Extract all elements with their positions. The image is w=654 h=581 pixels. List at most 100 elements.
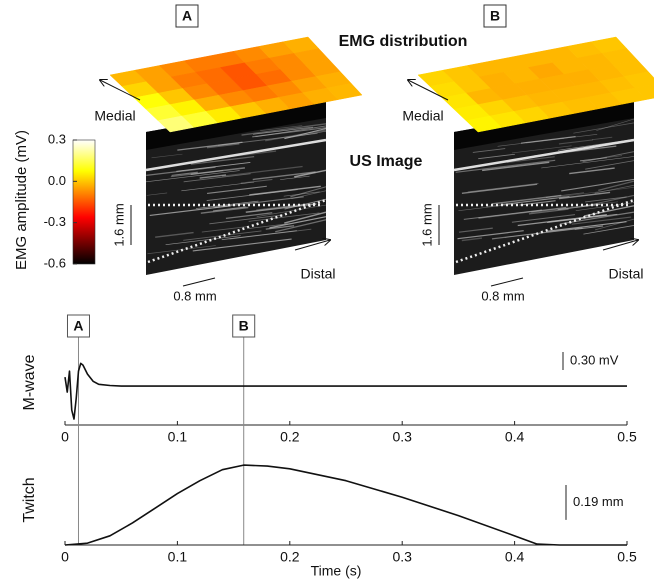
us-speckle xyxy=(575,202,635,212)
scale-h-label: 0.8 mm xyxy=(481,288,524,303)
us-speckle xyxy=(206,189,298,201)
us-speckle xyxy=(280,175,310,180)
us-speckle xyxy=(199,174,227,179)
us-speckle xyxy=(284,127,327,140)
distal-label: Distal xyxy=(608,266,643,282)
x-tick-label: 0.1 xyxy=(168,549,188,565)
us-speckle xyxy=(284,130,327,139)
us-speckle xyxy=(583,225,635,235)
us-speckle xyxy=(582,201,618,207)
aponeurosis xyxy=(453,138,635,172)
us-speckle xyxy=(571,216,632,225)
x-tick-label: 0.2 xyxy=(280,549,300,565)
us-speckle xyxy=(241,123,327,136)
scale-h-label: 0.8 mm xyxy=(173,288,216,303)
us-speckle xyxy=(265,225,295,230)
x-tick-label: 0.4 xyxy=(505,429,525,445)
us-speckle xyxy=(291,190,327,199)
us-speckle xyxy=(478,153,515,160)
colorbar-tick-label: 0.3 xyxy=(48,131,66,146)
x-tick-label: 0.3 xyxy=(392,429,412,445)
medial-arrow xyxy=(408,80,449,101)
aponeurosis xyxy=(145,138,327,172)
marker-box xyxy=(232,314,256,338)
colorbar-tick-label: -0.3 xyxy=(44,214,66,229)
us-speckle xyxy=(195,200,259,209)
x-tick-label: 0.2 xyxy=(280,429,300,445)
us-speckle xyxy=(275,219,327,233)
us-speckle xyxy=(256,203,304,211)
us-speckle xyxy=(501,195,570,206)
us-speckle xyxy=(181,181,255,192)
us-speckle xyxy=(209,214,284,225)
us-image xyxy=(146,100,326,275)
us-speckle xyxy=(558,191,611,200)
us-speckle xyxy=(200,206,249,214)
x-tick-label: 0.5 xyxy=(617,429,637,445)
us-speckle xyxy=(290,186,327,198)
us-speckle xyxy=(569,167,615,175)
us-speckle xyxy=(548,214,606,223)
us-speckle xyxy=(528,208,569,215)
us-speckle xyxy=(526,138,565,144)
x-tick-label: 0.5 xyxy=(617,549,637,565)
x-tick-label: 0.3 xyxy=(392,549,412,565)
us-speckle xyxy=(170,170,224,178)
us-speckle xyxy=(547,221,627,232)
us-speckle xyxy=(561,178,635,192)
us-speckle xyxy=(559,187,635,198)
us-speckle xyxy=(486,197,558,207)
trace xyxy=(64,362,627,420)
us-speckle xyxy=(177,141,243,151)
us-speckle xyxy=(294,169,327,178)
us-speckle xyxy=(511,214,576,223)
us-speckle xyxy=(492,194,562,205)
us-image-label: US Image xyxy=(350,153,423,170)
us-image xyxy=(454,100,634,275)
us-speckle xyxy=(256,204,327,217)
marker-label: B xyxy=(239,318,249,334)
us-speckle xyxy=(218,132,318,146)
us-speckle xyxy=(558,139,594,145)
us-speckle xyxy=(557,204,601,211)
scale-bar-h xyxy=(490,277,524,287)
us-speckle xyxy=(472,148,506,153)
x-tick-label: 0.1 xyxy=(168,429,188,445)
us-speckle xyxy=(584,196,627,203)
distal-label: Distal xyxy=(300,266,335,282)
us-speckle xyxy=(149,205,231,217)
us-speckle xyxy=(155,231,194,238)
colorbar xyxy=(72,139,96,265)
us-speckle xyxy=(253,126,314,135)
distal-arrow xyxy=(294,240,330,251)
us-speckle xyxy=(249,223,289,229)
us-speckle xyxy=(457,230,524,240)
x-tick-label: 0 xyxy=(61,429,69,445)
medial-label: Medial xyxy=(402,108,443,124)
scale-bar-label: 0.19 mm xyxy=(573,494,624,509)
panel: A Medial Distal 1.6 mm 0.8 mm xyxy=(94,4,363,303)
us-speckle xyxy=(594,184,635,194)
us-speckle xyxy=(541,156,635,169)
us-speckle xyxy=(212,206,247,212)
figure-title: EMG distribution xyxy=(339,33,468,50)
us-speckle xyxy=(225,212,273,219)
us-speckle xyxy=(190,156,255,165)
us-speckle xyxy=(145,170,240,183)
scale-v-label: 1.6 mm xyxy=(419,203,434,246)
dotted-line xyxy=(147,198,327,264)
us-speckle xyxy=(206,185,267,194)
us-speckle xyxy=(221,230,297,241)
us-speckle xyxy=(507,156,555,164)
us-speckle xyxy=(183,230,262,241)
us-speckle xyxy=(461,183,538,194)
us-speckle xyxy=(255,125,327,138)
panel-label-box xyxy=(175,4,199,28)
heatmap-cell xyxy=(326,83,363,100)
x-tick-label: 0.4 xyxy=(505,549,525,565)
scale-bar-h xyxy=(182,277,216,287)
us-speckle xyxy=(249,185,321,196)
us-speckle xyxy=(520,136,576,144)
